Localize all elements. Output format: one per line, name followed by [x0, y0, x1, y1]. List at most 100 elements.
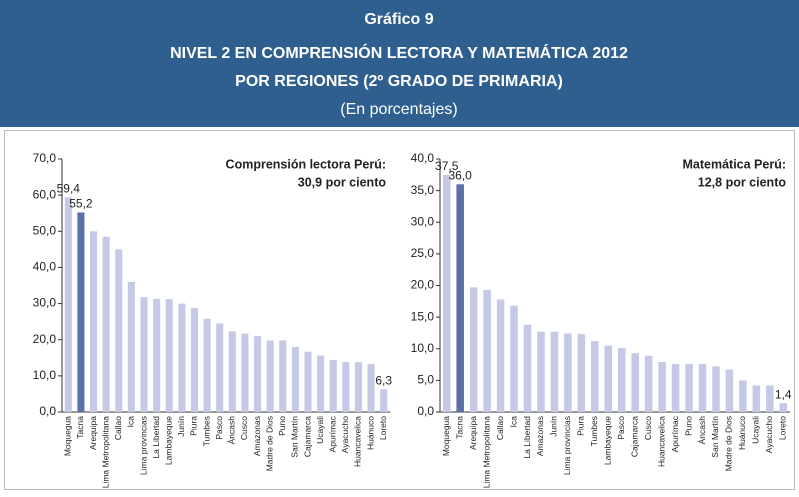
- x-tick-label: La Libertad: [151, 416, 161, 459]
- bar: [329, 359, 337, 412]
- x-tick-label: Cajamarca: [629, 416, 639, 457]
- bar: [140, 297, 148, 412]
- bar: [178, 303, 186, 412]
- bar: [617, 348, 626, 412]
- bar: [228, 331, 236, 412]
- x-tick-label: Ucayali: [315, 416, 325, 444]
- bar: [631, 353, 639, 412]
- y-tick-label: 15,0: [411, 309, 435, 323]
- x-tick-label: Cajamarca: [302, 416, 312, 457]
- bar: [254, 336, 262, 412]
- y-tick-label: 20,0: [33, 332, 57, 346]
- x-tick-label: Loreto: [378, 416, 388, 440]
- bar: [317, 355, 325, 412]
- x-tick-label: Lima provincias: [138, 416, 148, 475]
- x-tick-label: Madre de Dios: [264, 416, 274, 471]
- bar: [304, 351, 312, 412]
- bar: [469, 287, 478, 412]
- bar: [577, 334, 586, 412]
- bar: [266, 340, 274, 412]
- x-tick-label: Pasco: [616, 416, 626, 440]
- bar: [77, 212, 85, 412]
- x-tick-label: Arequipa: [468, 416, 478, 450]
- y-tick-label: 25,0: [411, 246, 435, 260]
- bar: [115, 249, 123, 412]
- x-tick-label: Lima provincias: [562, 416, 572, 475]
- x-tick-label: Áncash: [227, 416, 237, 445]
- x-tick-label: Lambayeque: [603, 416, 613, 465]
- bar: [291, 346, 299, 412]
- bar: [766, 385, 774, 412]
- bar: [550, 331, 559, 412]
- y-tick-label: 30,0: [411, 214, 435, 228]
- x-tick-label: Lima Metropolitana: [481, 416, 491, 489]
- bar: [90, 231, 98, 412]
- y-tick-label: 0,0: [417, 404, 434, 418]
- x-tick-label: Moquegua: [441, 416, 451, 456]
- x-tick-label: Puno: [683, 416, 693, 436]
- x-tick-label: Áncash: [697, 416, 707, 445]
- x-tick-label: Tumbes: [589, 416, 599, 446]
- x-tick-label: Piura: [189, 416, 199, 436]
- y-tick-label: 60,0: [33, 187, 57, 201]
- y-tick-label: 0,0: [39, 404, 56, 418]
- bar: [496, 299, 505, 412]
- x-tick-label: Loreto: [778, 416, 788, 440]
- x-tick-label: Amazonas: [535, 416, 545, 456]
- x-tick-label: La Libertad: [522, 416, 532, 459]
- bar: [523, 324, 532, 412]
- annotation: 12,8 por ciento: [698, 175, 787, 189]
- x-tick-label: Tacna: [75, 416, 85, 439]
- bar: [203, 318, 211, 412]
- bar: [279, 340, 287, 412]
- value-label: 59,4: [57, 181, 81, 195]
- y-tick-label: 50,0: [33, 223, 57, 237]
- y-tick-label: 5,0: [417, 373, 434, 387]
- y-tick-label: 10,0: [33, 368, 57, 382]
- x-tick-label: Tumbes: [201, 416, 211, 446]
- x-tick-label: Ucayali: [751, 416, 761, 444]
- bar: [102, 236, 110, 412]
- bar: [190, 307, 198, 412]
- bar: [725, 369, 734, 412]
- bar: [712, 366, 720, 412]
- subtitle: POR REGIONES (2º GRADO DE PRIMARIA): [235, 73, 563, 90]
- bar: [685, 363, 693, 412]
- x-tick-label: Callao: [113, 416, 123, 440]
- x-tick-label: Cusco: [239, 416, 249, 440]
- bar: [367, 363, 375, 412]
- x-tick-label: Huánuco: [365, 416, 375, 450]
- note: (En porcentajes): [340, 101, 457, 118]
- annotation: Matemática Perú:: [682, 157, 786, 171]
- value-label: 37,5: [435, 159, 459, 173]
- x-tick-label: San Martín: [290, 416, 300, 458]
- bar: [510, 305, 518, 412]
- x-tick-label: Cusco: [643, 416, 653, 440]
- x-tick-label: Junín: [176, 416, 186, 437]
- title: Gráfico 9: [364, 11, 433, 28]
- y-tick-label: 70,0: [33, 151, 57, 165]
- bar: [537, 331, 545, 412]
- annotation: Comprensión lectora Perú:: [226, 157, 386, 171]
- y-tick-label: 10,0: [411, 341, 435, 355]
- x-tick-label: Moquegua: [63, 416, 73, 456]
- x-tick-label: Ayacucho: [340, 416, 350, 453]
- x-tick-label: Apurímac: [327, 415, 337, 452]
- bar: [564, 333, 572, 412]
- bar: [64, 197, 72, 412]
- bar: [604, 345, 613, 412]
- x-tick-label: Junín: [549, 416, 559, 437]
- bar: [342, 362, 350, 412]
- x-tick-label: Pasco: [214, 416, 224, 440]
- bar: [752, 385, 761, 412]
- y-tick-label: 40,0: [33, 260, 57, 274]
- bar: [739, 380, 747, 412]
- value-label: 1,4: [775, 387, 792, 401]
- bar: [216, 323, 224, 412]
- x-tick-label: Lambayeque: [163, 416, 173, 465]
- header-bg: [0, 0, 799, 127]
- y-tick-label: 35,0: [411, 183, 435, 197]
- x-tick-label: San Martín: [710, 416, 720, 458]
- bar: [241, 333, 249, 412]
